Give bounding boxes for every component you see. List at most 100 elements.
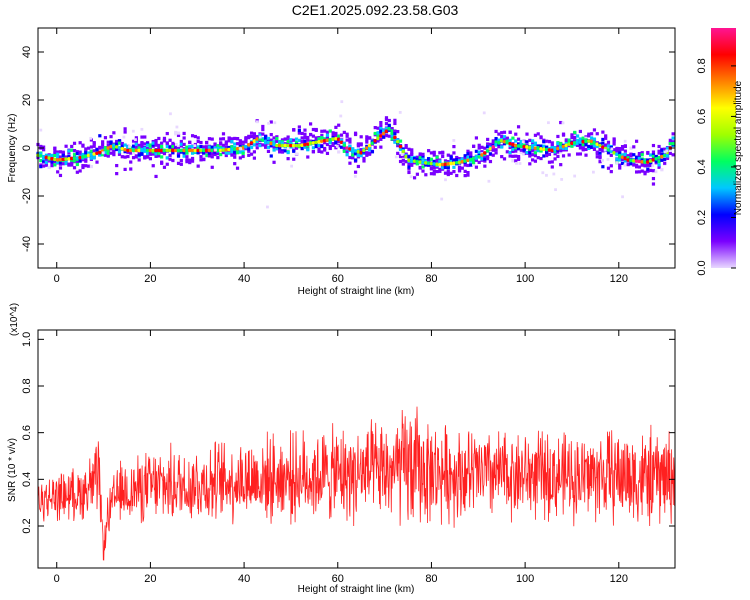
heatmap-cell xyxy=(424,163,428,167)
heatmap-cell xyxy=(311,150,316,154)
heatmap-peak xyxy=(491,145,496,149)
heatmap-cell xyxy=(531,139,535,143)
heatmap-cell xyxy=(146,143,150,147)
heatmap-cell xyxy=(463,157,467,161)
heatmap-cell xyxy=(521,140,525,144)
heatmap-cell xyxy=(612,142,616,146)
heatmap-cell xyxy=(515,161,518,165)
heatmap-cell xyxy=(603,148,607,152)
heatmap-cell xyxy=(272,160,276,164)
heatmap-cell xyxy=(44,163,49,167)
heatmap-cell xyxy=(101,153,105,157)
heatmap-peak xyxy=(235,146,240,151)
heatmap-cell xyxy=(441,166,445,170)
x-tick-label: 120 xyxy=(610,273,628,285)
heatmap-cell xyxy=(486,157,490,161)
x-tick-label: 20 xyxy=(144,273,156,285)
heatmap-cell xyxy=(519,148,523,152)
heatmap-cell xyxy=(536,149,540,153)
heatmap-cell xyxy=(474,158,479,162)
heatmap-cell xyxy=(300,140,304,144)
heatmap-cell xyxy=(78,141,82,145)
heatmap-cell xyxy=(42,159,46,163)
heatmap-cell xyxy=(56,152,60,156)
heatmap-cell xyxy=(140,135,144,139)
snr-y-ticks: 0.2 0.4 0.6 0.8 1.0 xyxy=(21,332,675,534)
heatmap-peak xyxy=(662,153,667,158)
heatmap-cell xyxy=(516,125,521,129)
heatmap-cell xyxy=(70,163,74,167)
heatmap-cell xyxy=(393,132,397,136)
heatmap-cell xyxy=(553,146,557,150)
heatmap-cell xyxy=(486,137,490,142)
heatmap-cell xyxy=(663,150,667,154)
heatmap-cell xyxy=(359,135,363,139)
heatmap-cell xyxy=(39,152,43,156)
heatmap-cell xyxy=(651,176,656,181)
heatmap-cell xyxy=(550,146,554,150)
heatmap-cell xyxy=(199,140,203,145)
heatmap-peak xyxy=(350,148,355,152)
heatmap-cell xyxy=(210,152,214,156)
heatmap-cell xyxy=(634,156,639,161)
heatmap-cell xyxy=(410,163,414,167)
heatmap-cell xyxy=(255,120,259,124)
heatmap-cell xyxy=(429,157,434,161)
heatmap-cell xyxy=(81,144,85,148)
heatmap-cell xyxy=(528,162,532,166)
heatmap-cell xyxy=(356,164,360,169)
heatmap-cell xyxy=(193,144,197,147)
heatmap-cell xyxy=(314,138,318,142)
heatmap-cell xyxy=(199,144,203,149)
heatmap-cell xyxy=(227,145,231,150)
heatmap-cell xyxy=(205,153,209,158)
heatmap-cell xyxy=(531,153,535,157)
heatmap-peak xyxy=(289,143,293,148)
heatmap-cell xyxy=(632,163,636,167)
heatmap-cell xyxy=(176,146,181,151)
heatmap-cell xyxy=(398,111,402,114)
heatmap-cell xyxy=(384,122,389,126)
heatmap-cell xyxy=(552,172,556,176)
heatmap-cell xyxy=(665,153,670,158)
colorbar-tick-label: 0.0 xyxy=(696,260,708,275)
heatmap-cell xyxy=(221,137,226,141)
heatmap-peak xyxy=(452,161,456,165)
heatmap-cell xyxy=(598,147,602,152)
heatmap-cell xyxy=(202,151,206,155)
heatmap-cell xyxy=(365,135,369,139)
heatmap-cell xyxy=(623,152,627,157)
heatmap-cell xyxy=(252,132,256,136)
heatmap-cell xyxy=(384,117,389,122)
heatmap-peak xyxy=(488,147,493,151)
heatmap-cell xyxy=(528,151,532,155)
heatmap-cell xyxy=(519,151,523,155)
heatmap-cell xyxy=(401,162,405,166)
heatmap-cell xyxy=(466,170,470,175)
heatmap-cell xyxy=(320,129,324,133)
heatmap-cell xyxy=(297,125,301,129)
heatmap-cell xyxy=(623,139,627,143)
heatmap-cell xyxy=(92,149,96,153)
heatmap-cell xyxy=(463,154,467,158)
heatmap-cell xyxy=(241,140,245,144)
heatmap-peak xyxy=(646,160,650,164)
spectrogram-y-ticks: -40 -20 0 20 40 xyxy=(21,46,675,252)
heatmap-peak xyxy=(421,160,425,165)
heatmap-cell xyxy=(649,168,653,173)
heatmap-cell xyxy=(339,145,344,149)
heatmap-cell xyxy=(511,147,515,152)
heatmap-cell xyxy=(487,179,491,183)
heatmap-cell xyxy=(435,169,439,174)
heatmap-cell xyxy=(266,149,271,153)
heatmap-cell xyxy=(581,142,585,147)
heatmap-cell xyxy=(525,140,529,144)
heatmap-cell xyxy=(384,127,389,131)
heatmap-cell xyxy=(320,144,324,149)
heatmap-cell xyxy=(390,129,394,133)
y-tick-label: -40 xyxy=(21,236,33,252)
heatmap-cell xyxy=(320,133,324,137)
heatmap-cell xyxy=(494,136,498,141)
heatmap-peak xyxy=(353,149,358,153)
heatmap-cell xyxy=(505,137,509,141)
